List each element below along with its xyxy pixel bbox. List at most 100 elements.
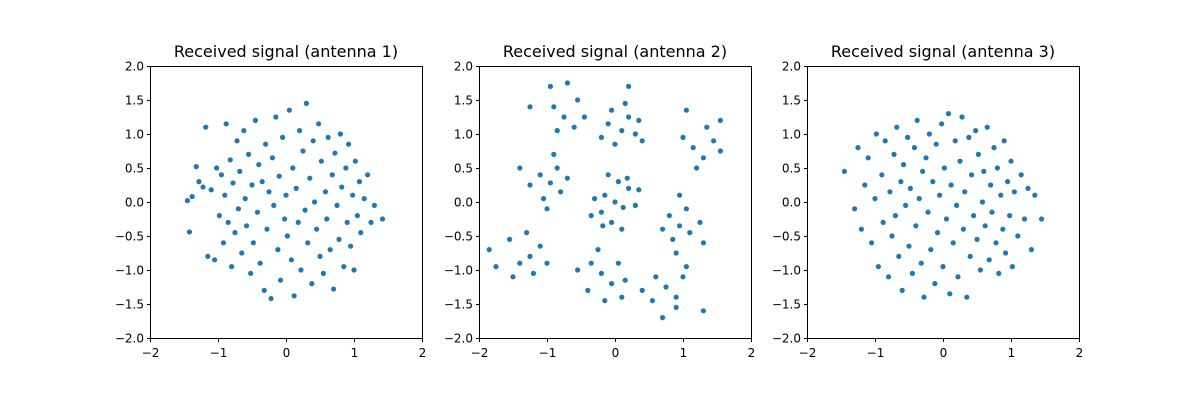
data-point — [352, 158, 358, 164]
data-point — [865, 155, 871, 161]
x-tick-label: −1 — [210, 346, 228, 360]
data-point — [677, 223, 683, 229]
axis-ticks: −2 −1 0 1 2 −2.0 −1.5 −1.0 −0.5 0.0 0.5 1.0 1.5 2.0 — [115, 60, 426, 361]
data-point — [894, 124, 900, 130]
data-point — [900, 162, 907, 168]
data-point — [564, 80, 571, 86]
data-point — [626, 83, 632, 89]
data-point — [932, 281, 938, 287]
data-point — [264, 226, 270, 232]
data-point — [507, 236, 513, 242]
data-point — [967, 253, 973, 259]
data-point — [982, 223, 988, 229]
data-point — [602, 192, 608, 198]
y-tick-label: 2.0 — [782, 60, 801, 74]
scatter-points — [841, 111, 1045, 300]
x-tick-label: −2 — [142, 346, 160, 360]
data-point — [544, 260, 550, 266]
axes-frame — [479, 66, 752, 339]
data-point — [196, 179, 202, 185]
data-point — [673, 294, 679, 300]
data-point — [322, 189, 329, 195]
data-point — [203, 124, 209, 130]
data-point — [510, 274, 516, 280]
y-tick-label: 0.0 — [782, 196, 801, 210]
data-point — [235, 206, 241, 212]
data-point — [1032, 192, 1038, 198]
data-point — [921, 294, 927, 300]
x-tick-label: 2 — [748, 346, 756, 360]
data-point — [585, 287, 591, 293]
data-point — [697, 219, 703, 225]
data-point — [592, 196, 598, 202]
data-point — [988, 182, 994, 188]
x-tick-label: 1 — [680, 346, 688, 360]
data-point — [1039, 216, 1045, 222]
data-point — [517, 165, 523, 171]
y-tick-label: 1.0 — [125, 128, 144, 142]
data-point — [551, 151, 557, 157]
data-point — [239, 250, 245, 256]
data-point — [527, 104, 533, 110]
data-point — [955, 274, 961, 280]
data-point — [700, 155, 707, 161]
data-point — [609, 281, 615, 287]
data-point — [998, 192, 1004, 198]
data-point — [291, 293, 297, 299]
data-point — [920, 168, 926, 174]
data-point — [351, 267, 357, 273]
data-point — [249, 182, 255, 188]
data-point — [343, 165, 349, 171]
data-point — [266, 189, 272, 195]
data-point — [887, 189, 893, 195]
data-point — [632, 131, 639, 137]
data-point — [933, 141, 939, 147]
data-point — [605, 172, 611, 178]
data-point — [295, 219, 301, 225]
data-point — [624, 175, 630, 181]
data-point — [615, 179, 622, 185]
data-point — [551, 104, 557, 110]
data-point — [547, 180, 554, 186]
data-point — [909, 270, 916, 276]
data-point — [660, 226, 666, 232]
data-point — [663, 284, 669, 290]
data-point — [220, 240, 227, 246]
x-tick-label: 0 — [940, 346, 948, 360]
data-point — [945, 111, 952, 117]
data-point — [968, 172, 975, 178]
data-point — [571, 124, 577, 130]
data-point — [243, 223, 250, 229]
data-point — [1011, 189, 1018, 195]
axes-frame — [150, 66, 423, 339]
axis-ticks: −2 −1 0 1 2 −2.0 −1.5 −1.0 −0.5 0.0 0.5 1.0 1.5 2.0 — [772, 60, 1083, 361]
data-point — [276, 173, 282, 179]
data-point — [981, 168, 987, 174]
data-point — [598, 134, 605, 140]
data-point — [268, 295, 274, 302]
y-tick-label: −1.0 — [772, 264, 801, 278]
data-point — [989, 209, 995, 215]
data-point — [700, 240, 707, 246]
data-point — [948, 182, 954, 188]
panel-antenna-1: Received signal (antenna 1) −2 −1 0 1 2−2.0−… — [115, 42, 426, 360]
data-point — [269, 155, 275, 161]
data-point — [939, 121, 945, 127]
y-tick-label: 1.5 — [782, 94, 801, 108]
data-point — [632, 202, 639, 208]
data-point — [348, 243, 354, 249]
axes-frame — [807, 66, 1080, 339]
y-tick-label: 0.5 — [125, 162, 144, 176]
data-point — [598, 209, 605, 215]
data-point — [358, 230, 364, 236]
y-tick-label: 1.5 — [125, 94, 144, 108]
data-point — [862, 182, 868, 188]
data-point — [237, 168, 243, 174]
data-point — [943, 216, 950, 222]
data-point — [561, 114, 567, 120]
data-point — [1005, 179, 1011, 185]
data-point — [959, 114, 965, 120]
y-tick-label: −0.5 — [444, 230, 473, 244]
y-tick-label: −0.5 — [115, 230, 144, 244]
